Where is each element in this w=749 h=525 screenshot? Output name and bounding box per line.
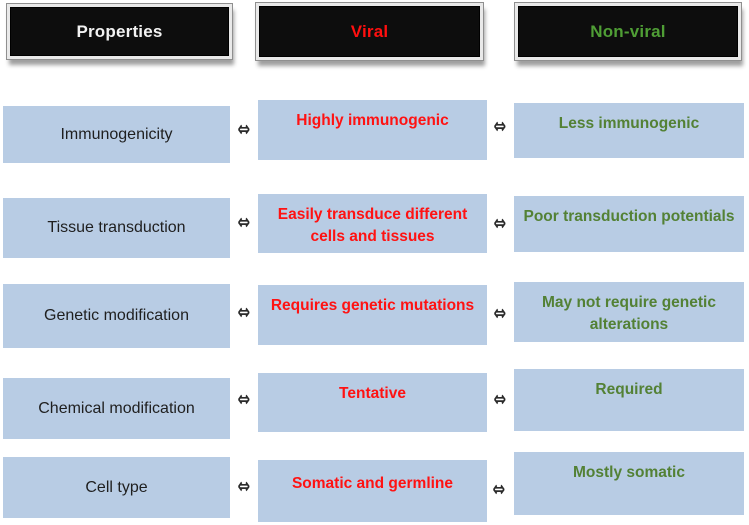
property-cell-chemical-modification: Chemical modification: [3, 378, 230, 439]
nonviral-cell-tissue-transduction: Poor transduction potentials: [514, 196, 744, 252]
double-arrow-icon: ⇔: [492, 477, 506, 501]
viral-cell-immunogenicity: Highly immunogenic: [258, 100, 487, 160]
properties-header: Properties: [6, 3, 233, 60]
double-arrow-icon: ⇔: [237, 210, 251, 234]
viral-header: Viral: [255, 2, 484, 61]
property-cell-cell-type: Cell type: [3, 457, 230, 518]
double-arrow-icon: ⇔: [237, 117, 251, 141]
viral-cell-genetic-modification: Requires genetic mutations: [258, 285, 487, 345]
property-cell-tissue-transduction: Tissue transduction: [3, 198, 230, 258]
nonviral-header-label: Non-viral: [518, 6, 738, 57]
properties-header-label: Properties: [10, 7, 229, 56]
double-arrow-icon: ⇔: [493, 211, 507, 235]
double-arrow-icon: ⇔: [237, 387, 251, 411]
nonviral-header: Non-viral: [514, 2, 742, 61]
viral-cell-tissue-transduction: Easily transduce different cells and tis…: [258, 194, 487, 253]
nonviral-cell-immunogenicity: Less immunogenic: [514, 103, 744, 158]
double-arrow-icon: ⇔: [493, 114, 507, 138]
viral-cell-cell-type: Somatic and germline: [258, 460, 487, 522]
property-cell-immunogenicity: Immunogenicity: [3, 106, 230, 163]
double-arrow-icon: ⇔: [493, 301, 507, 325]
double-arrow-icon: ⇔: [237, 474, 251, 498]
double-arrow-icon: ⇔: [493, 387, 507, 411]
nonviral-cell-cell-type: Mostly somatic: [514, 452, 744, 515]
viral-cell-chemical-modification: Tentative: [258, 373, 487, 432]
property-cell-genetic-modification: Genetic modification: [3, 284, 230, 348]
viral-header-label: Viral: [259, 6, 480, 57]
double-arrow-icon: ⇔: [237, 300, 251, 324]
nonviral-cell-chemical-modification: Required: [514, 369, 744, 431]
nonviral-cell-genetic-modification: May not require genetic alterations: [514, 282, 744, 342]
